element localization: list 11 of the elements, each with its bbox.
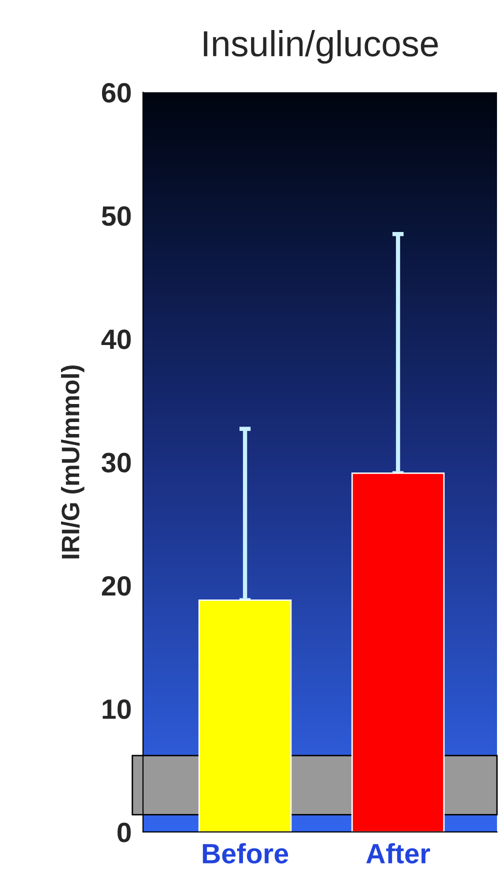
y-tick-label: 50 (102, 206, 131, 226)
y-tick-label: 40 (101, 330, 131, 350)
y-tick-label: 20 (102, 576, 131, 596)
y-tick-label: 30 (102, 452, 131, 473)
y-tick-label: 60 (102, 82, 131, 103)
x-tick-label: After (366, 843, 430, 864)
y-tick-label: 0 (118, 822, 131, 842)
chart-title: Insulin/glucose (204, 30, 438, 64)
y-tick-label: 10 (102, 699, 131, 720)
x-tick-label: Before (202, 843, 288, 864)
y-axis-title: IRI/G (mU/mmol) (61, 365, 84, 558)
